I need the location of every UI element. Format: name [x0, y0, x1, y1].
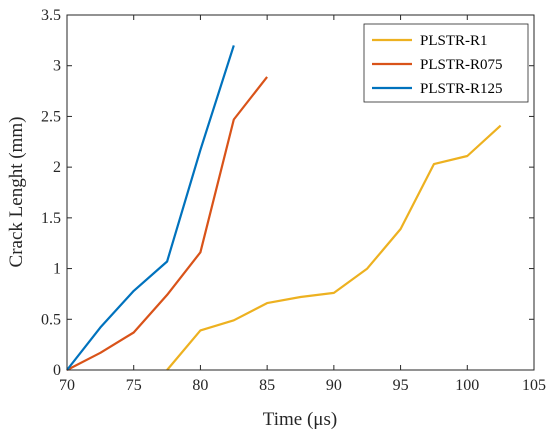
x-tick-label: 90: [326, 377, 342, 394]
series-line-plstr-r1: [166, 124, 502, 371]
y-tick-label: 1.5: [41, 210, 61, 227]
x-tick-label: 95: [393, 377, 409, 394]
y-tick-label: 3: [53, 58, 61, 75]
plot-frame: [66, 14, 535, 371]
series-line-plstr-r075: [66, 76, 268, 371]
x-tick-label: 75: [126, 377, 142, 394]
x-tick-label: 105: [522, 377, 546, 394]
y-tick-label: 2: [53, 159, 61, 176]
y-tick-label: 1: [53, 261, 61, 278]
y-tick-label: 0.5: [41, 311, 61, 328]
tick-layer: 70 75 80 85 90 95 100 105 0 0.5 1 1.5 2 2.5 3 3.5: [41, 7, 546, 394]
legend-entry-label: PLSTR-R075: [420, 57, 503, 73]
x-axis-label: Time (μs): [263, 409, 337, 430]
y-tick-label: 3.5: [41, 7, 61, 24]
y-axis-label: Crack Lenght (mm): [6, 117, 27, 268]
y-tick-label: 2.5: [41, 108, 61, 125]
x-tick-label: 100: [455, 377, 479, 394]
legend-entry-label: PLSTR-R1: [420, 33, 488, 49]
x-tick-label: 80: [192, 377, 208, 394]
x-tick-label: 85: [259, 377, 275, 394]
legend-entry-label: PLSTR-R125: [420, 81, 503, 97]
y-tick-label: 0: [53, 362, 61, 379]
series-line-plstr-r125: [66, 45, 235, 371]
legend: PLSTR-R1 PLSTR-R075 PLSTR-R125: [363, 23, 529, 103]
series-layer: [66, 45, 502, 371]
x-tick-label: 70: [59, 377, 75, 394]
